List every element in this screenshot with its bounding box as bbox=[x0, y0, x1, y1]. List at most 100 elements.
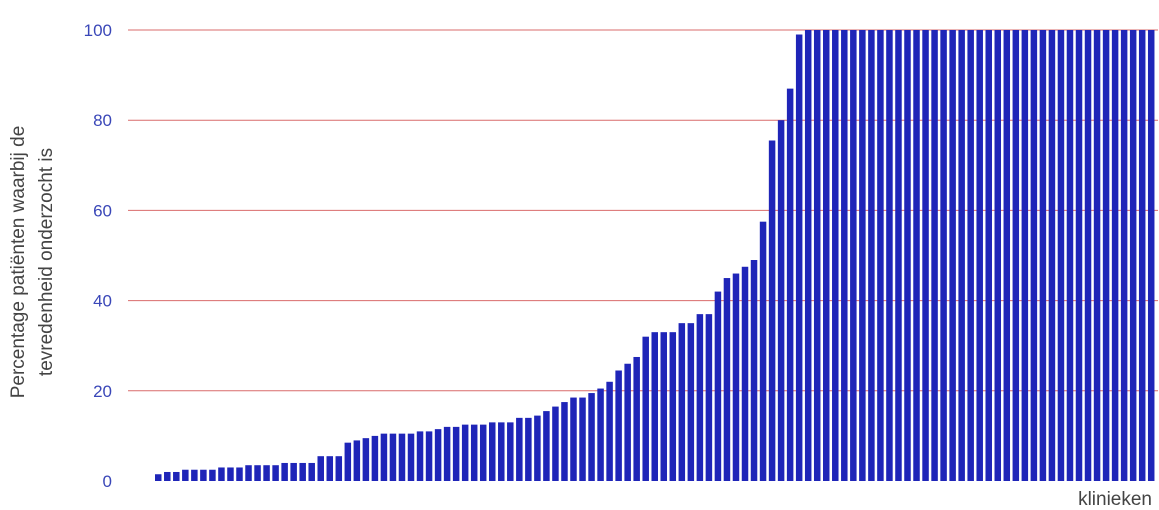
bar-65 bbox=[732, 273, 740, 481]
bar-88 bbox=[940, 30, 947, 481]
bar-57 bbox=[660, 332, 668, 481]
bar-54 bbox=[633, 356, 640, 481]
bar-100 bbox=[1048, 30, 1056, 481]
bar-98 bbox=[1030, 30, 1038, 481]
bar-66 bbox=[741, 266, 749, 481]
y-tick-label-100: 100 bbox=[84, 21, 112, 40]
bar-75 bbox=[823, 30, 830, 481]
bar-45 bbox=[552, 406, 559, 481]
bar-107 bbox=[1111, 30, 1119, 481]
y-tick-label-40: 40 bbox=[93, 292, 112, 311]
bar-106 bbox=[1102, 30, 1110, 481]
bar-49 bbox=[588, 393, 595, 481]
bar-23 bbox=[353, 440, 361, 481]
bar-36 bbox=[470, 424, 478, 482]
bar-39 bbox=[498, 422, 505, 481]
bar-30 bbox=[416, 431, 424, 481]
bar-80 bbox=[868, 30, 875, 481]
bar-76 bbox=[832, 30, 839, 481]
bar-28 bbox=[398, 433, 406, 481]
bar-91 bbox=[967, 30, 974, 481]
bar-93 bbox=[985, 30, 992, 481]
bar-62 bbox=[705, 314, 713, 481]
bar-47 bbox=[570, 397, 577, 481]
bar-9 bbox=[227, 467, 234, 481]
bar-38 bbox=[489, 422, 496, 481]
bar-71 bbox=[786, 88, 794, 481]
bar-69 bbox=[768, 140, 776, 481]
bar-94 bbox=[994, 30, 1002, 481]
y-tick-label-80: 80 bbox=[93, 111, 112, 130]
bar-16 bbox=[290, 462, 297, 481]
bar-layer bbox=[155, 30, 1155, 482]
bar-83 bbox=[895, 30, 902, 481]
bar-68 bbox=[759, 221, 767, 481]
bar-97 bbox=[1021, 30, 1029, 481]
bar-15 bbox=[281, 462, 288, 481]
bar-46 bbox=[561, 402, 568, 481]
bar-24 bbox=[362, 438, 370, 481]
bar-2 bbox=[164, 471, 171, 481]
bar-40 bbox=[507, 422, 514, 481]
bar-90 bbox=[958, 30, 965, 481]
bar-60 bbox=[687, 323, 695, 481]
bar-89 bbox=[949, 30, 956, 481]
bar-61 bbox=[696, 314, 704, 481]
bar-5 bbox=[191, 469, 198, 481]
bar-11 bbox=[245, 465, 252, 481]
bar-19 bbox=[317, 456, 324, 481]
bar-72 bbox=[795, 34, 803, 481]
bar-20 bbox=[326, 456, 334, 481]
bar-63 bbox=[714, 291, 722, 481]
bar-78 bbox=[850, 30, 857, 481]
bar-22 bbox=[344, 442, 352, 481]
bar-73 bbox=[804, 30, 812, 481]
bar-14 bbox=[272, 465, 279, 481]
bar-64 bbox=[723, 278, 731, 481]
bar-10 bbox=[236, 467, 243, 481]
bar-25 bbox=[371, 435, 379, 481]
bar-42 bbox=[525, 417, 532, 481]
bar-111 bbox=[1147, 30, 1155, 481]
bar-8 bbox=[218, 467, 225, 481]
bar-84 bbox=[904, 30, 911, 481]
bar-29 bbox=[407, 433, 415, 481]
bar-13 bbox=[263, 465, 270, 481]
y-tick-label-60: 60 bbox=[93, 201, 112, 220]
bar-18 bbox=[308, 462, 315, 481]
bar-67 bbox=[750, 260, 758, 481]
y-axis-title-line-2: tevredenheid onderzocht is bbox=[36, 148, 57, 376]
bar-110 bbox=[1138, 30, 1146, 481]
bar-92 bbox=[976, 30, 983, 481]
bar-37 bbox=[479, 424, 487, 482]
y-axis-title-line-1: Percentage patiënten waarbij de bbox=[8, 126, 29, 399]
bar-70 bbox=[777, 120, 785, 481]
bar-95 bbox=[1003, 30, 1011, 481]
bar-26 bbox=[380, 433, 388, 481]
bar-7 bbox=[209, 469, 216, 481]
bar-102 bbox=[1066, 30, 1074, 481]
y-tick-label-20: 20 bbox=[93, 382, 112, 401]
bar-79 bbox=[859, 30, 866, 481]
bar-109 bbox=[1129, 30, 1137, 481]
x-axis-title: klinieken bbox=[1078, 489, 1152, 510]
bar-52 bbox=[615, 370, 622, 481]
bar-58 bbox=[669, 332, 677, 481]
bar-50 bbox=[597, 388, 604, 481]
bar-35 bbox=[461, 424, 469, 482]
bar-51 bbox=[606, 381, 613, 481]
bar-101 bbox=[1057, 30, 1065, 481]
bar-85 bbox=[913, 30, 920, 481]
bar-43 bbox=[534, 415, 541, 481]
bar-48 bbox=[579, 397, 586, 481]
bar-86 bbox=[922, 30, 929, 481]
bar-56 bbox=[651, 332, 658, 481]
bar-104 bbox=[1084, 30, 1092, 481]
bar-108 bbox=[1120, 30, 1128, 481]
bar-12 bbox=[254, 465, 261, 481]
bar-59 bbox=[678, 323, 686, 481]
bar-74 bbox=[813, 30, 821, 481]
bar-44 bbox=[543, 411, 550, 481]
